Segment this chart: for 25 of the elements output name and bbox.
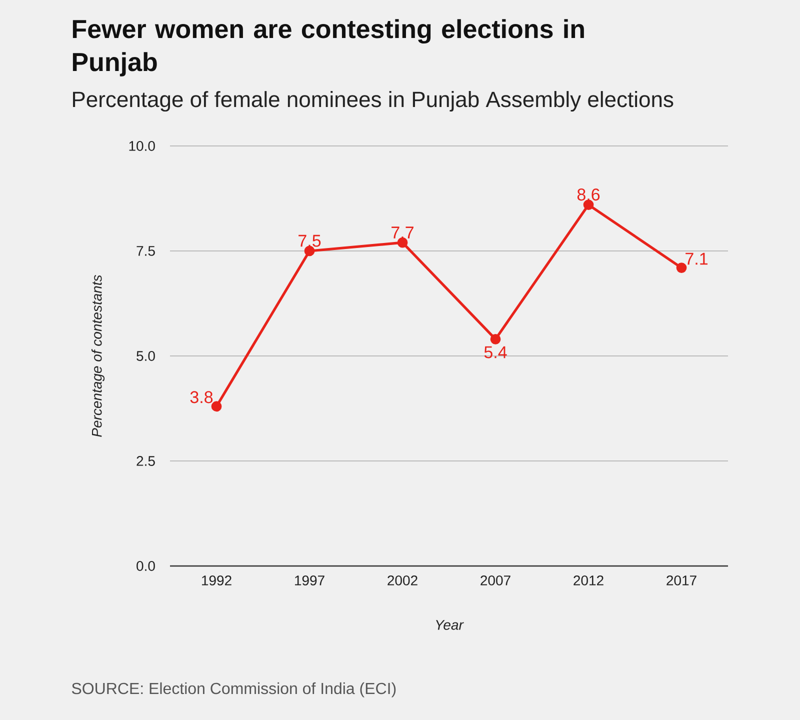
data-label: 7.1: [686, 252, 708, 265]
data-label: 8.6: [577, 188, 600, 201]
y-tick-label: 2.5: [136, 456, 155, 466]
x-tick-label: 1992: [202, 576, 232, 586]
data-label: 5.4: [484, 346, 507, 358]
x-tick-label: 1997: [295, 576, 324, 586]
y-tick-label: 0.0: [136, 561, 155, 571]
chart-subtitle: Percentage of female nominees in Punjab Assembly elections: [73, 91, 674, 112]
y-tick-label: 5.0: [136, 351, 155, 361]
point: [211, 401, 222, 412]
data-label: 7.7: [392, 226, 414, 238]
point: [676, 262, 687, 273]
y-tick-label: 7.5: [136, 246, 155, 256]
point: [490, 334, 501, 344]
data-label: 3.8: [190, 391, 213, 404]
x-axis-title: Year: [436, 620, 464, 630]
y-axis-title: Percentage of contestants: [91, 274, 105, 437]
x-tick-label: 2017: [666, 576, 696, 586]
x-tick-label: 2012: [574, 576, 604, 586]
x-tick-label: 2002: [388, 576, 418, 586]
source-note: SOURCE: Election Commission of India (ECI): [72, 682, 396, 698]
chart-title: Fewer women are contesting elections in Punjab: [72, 19, 584, 76]
y-tick-label: 10.0: [129, 141, 155, 151]
x-tick-label: 2007: [480, 576, 510, 586]
data-label: 7.5: [298, 234, 321, 247]
